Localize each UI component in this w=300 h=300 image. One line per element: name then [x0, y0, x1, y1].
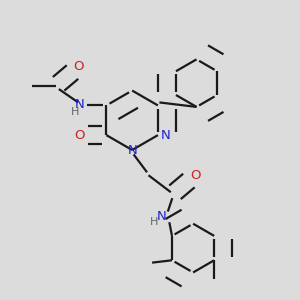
- Text: H: H: [150, 217, 159, 227]
- Text: N: N: [160, 129, 170, 142]
- Text: N: N: [127, 143, 137, 157]
- Text: H: H: [70, 107, 79, 117]
- Text: N: N: [75, 98, 85, 111]
- Text: O: O: [190, 169, 200, 182]
- Text: N: N: [156, 210, 166, 223]
- Text: O: O: [73, 60, 83, 73]
- Text: O: O: [74, 129, 85, 142]
